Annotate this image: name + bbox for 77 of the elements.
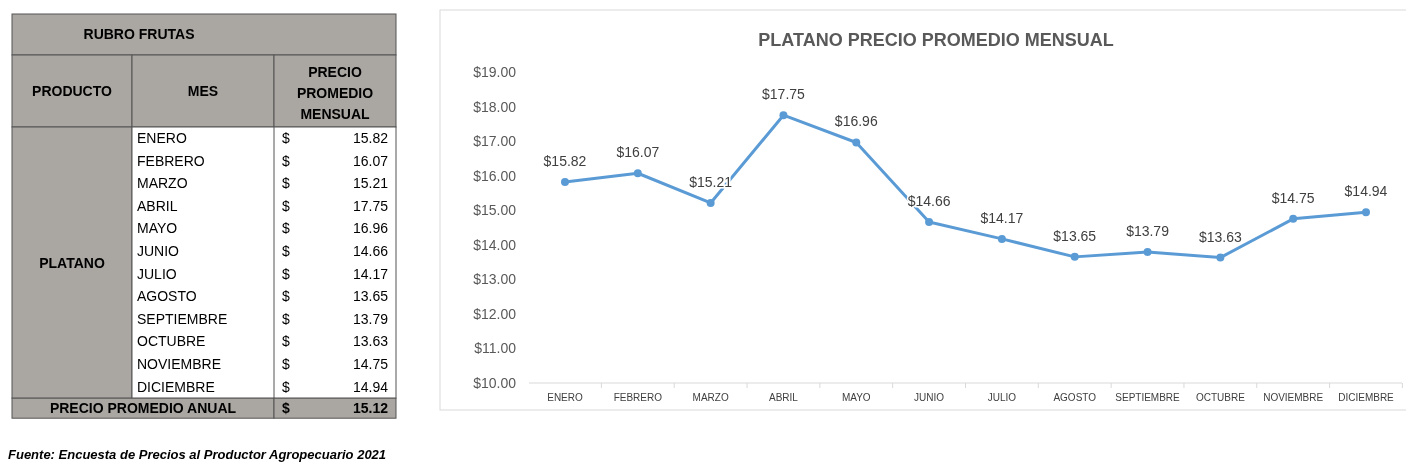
text: PRECIO PROMEDIO ANUAL <box>49 400 237 417</box>
x-tick-label: SEPTIEMBRE <box>1115 392 1181 403</box>
y-tick-label: $19.00 <box>473 64 517 80</box>
text: $ <box>282 333 290 350</box>
category-label: ENERO <box>137 130 187 146</box>
data-label: 14.66 <box>352 243 389 259</box>
y-tick-label: $14.00 <box>473 236 517 253</box>
data-label: $17.75 <box>762 86 806 103</box>
data-label: $14.94 <box>1344 183 1388 200</box>
data-label: $14.17 <box>980 209 1024 226</box>
data-label: 17.75 <box>352 197 389 214</box>
x-tick-label: ENERO <box>547 392 583 403</box>
y-tick-label: $17.00 <box>473 133 517 150</box>
source-note: Fuente: Encuesta de Precios al Productor Agropecuario 2021 <box>8 447 387 462</box>
y-tick-label: $10.00 <box>473 375 517 391</box>
text: $ <box>282 356 290 372</box>
text: $ <box>282 378 290 395</box>
data-label: 13.79 <box>352 310 389 327</box>
data-label: $15.82 <box>543 152 587 169</box>
data-label: 15.21 <box>352 175 389 192</box>
category-label: JUNIO <box>137 243 180 259</box>
category-label: MAYO <box>137 220 178 237</box>
category-label: JULIO <box>137 265 177 282</box>
text: PLATANO <box>39 254 105 271</box>
data-label: 14.75 <box>352 356 389 372</box>
text: $ <box>282 197 290 214</box>
data-label: 16.07 <box>352 152 389 169</box>
x-tick-label: DICIEMBRE <box>1338 392 1395 403</box>
data-label: 13.65 <box>352 288 389 305</box>
text: RUBRO FRUTAS <box>83 26 195 42</box>
category-label: AGOSTO <box>137 288 197 305</box>
x-tick-label: FEBRERO <box>613 392 663 403</box>
y-tick-label: $12.00 <box>473 305 517 322</box>
category-label: NOVIEMBRE <box>137 356 222 372</box>
text: PRECIO PROMEDIO MENSUAL <box>296 64 374 122</box>
y-tick-label: $16.00 <box>473 167 517 184</box>
data-label: $13.63 <box>1198 228 1242 245</box>
text: $ <box>282 243 290 259</box>
data-label: $13.79 <box>1126 223 1170 240</box>
chart-title: PLATANO PRECIO PROMEDIO MENSUAL <box>758 30 1114 50</box>
y-tick-label: $15.00 <box>473 202 517 219</box>
data-label: 16.96 <box>352 220 389 237</box>
text: $ <box>282 152 290 169</box>
text: $ <box>282 288 290 305</box>
y-tick-label: $13.00 <box>473 271 517 288</box>
data-label: $13.65 <box>1053 227 1097 244</box>
data-label: $14.75 <box>1271 189 1315 206</box>
x-tick-label: AGOSTO <box>1053 392 1097 403</box>
category-label: MARZO <box>137 175 188 192</box>
data-label: $16.96 <box>834 113 878 130</box>
category-label: SEPTIEMBRE <box>137 310 228 327</box>
x-tick-label: ABRIL <box>769 392 799 403</box>
x-tick-label: JULIO <box>987 392 1017 403</box>
text: $ <box>282 400 290 417</box>
data-label: 13.63 <box>352 333 389 350</box>
x-tick-label: NOVIEMBRE <box>1263 392 1324 403</box>
category-label: OCTUBRE <box>137 333 206 350</box>
data-label: 15.82 <box>352 130 389 146</box>
text: 15.12 <box>352 400 389 417</box>
text: $ <box>282 175 290 192</box>
data-label: $16.07 <box>616 144 660 161</box>
y-tick-label: $11.00 <box>474 340 517 357</box>
data-label: 14.17 <box>352 265 389 282</box>
category-label: ABRIL <box>137 197 178 214</box>
y-tick-label: $18.00 <box>473 98 517 115</box>
text: $ <box>282 220 290 237</box>
text: $ <box>282 265 290 282</box>
category-label: FEBRERO <box>137 152 205 169</box>
text: MES <box>187 83 219 99</box>
x-tick-label: MAYO <box>841 392 871 403</box>
x-tick-label: JUNIO <box>914 392 945 403</box>
data-label: 14.94 <box>352 378 389 395</box>
text: $ <box>282 310 290 327</box>
x-tick-label: OCTUBRE <box>1195 392 1246 403</box>
text: $ <box>282 130 290 146</box>
x-tick-label: MARZO <box>692 392 729 403</box>
text: PRODUCTO <box>32 83 113 99</box>
